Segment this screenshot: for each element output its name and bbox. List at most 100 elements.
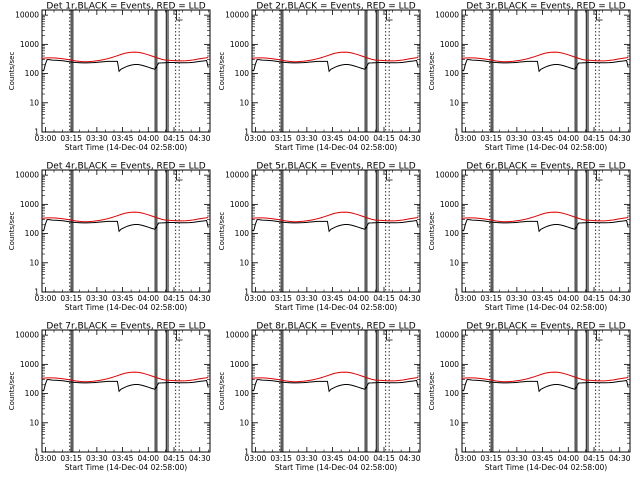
y-tick-label: 10 [449, 258, 459, 267]
y-tick-label: 100 [235, 389, 250, 398]
panel-title: Det 8r,BLACK = Events, RED = LLD [256, 322, 415, 332]
x-axis-label: Start Time (14-Dec-04 02:58:00) [65, 303, 187, 312]
y-tick-label: 10 [239, 258, 249, 267]
x-tick-label: 04:00 [137, 134, 159, 143]
x-tick-label: 04:30 [609, 454, 631, 463]
y-tick-label: 100 [25, 229, 40, 238]
lld-series-line [41, 371, 209, 383]
y-tick-label: 1 [454, 128, 459, 137]
x-tick-label: 03:15 [270, 454, 292, 463]
plot-frame [41, 169, 211, 293]
x-tick-label: 04:30 [399, 454, 421, 463]
x-tick-label: 04:30 [399, 134, 421, 143]
x-tick-label: 04:30 [189, 134, 211, 143]
x-tick-label: 04:15 [163, 134, 185, 143]
panel-title: Det 4r,BLACK = Events, RED = LLD [46, 162, 205, 172]
x-tick-label: 04:00 [347, 294, 369, 303]
step-flag [386, 170, 393, 181]
y-tick-label: 10 [239, 418, 249, 427]
x-tick-label: 03:45 [322, 134, 344, 143]
y-tick-label: 1 [454, 448, 459, 457]
x-tick-label: 03:00 [35, 454, 57, 463]
x-axis-label: Start Time (14-Dec-04 02:58:00) [275, 463, 397, 472]
y-tick-label: 100 [25, 69, 40, 78]
x-tick-label: 03:30 [296, 134, 318, 143]
x-tick-label: 03:00 [245, 454, 267, 463]
x-tick-label: 03:00 [455, 294, 477, 303]
y-tick-label: 10 [449, 98, 459, 107]
events-series-line [41, 379, 209, 393]
y-tick-label: 1000 [20, 200, 39, 209]
y-tick-label: 10000 [435, 331, 459, 340]
x-tick-label: 04:30 [399, 294, 421, 303]
x-tick-label: 03:45 [112, 454, 134, 463]
y-tick-label: 1 [34, 448, 39, 457]
y-tick-label: 1000 [20, 360, 39, 369]
panel-9: Det 9r,BLACK = Events, RED = LLD 1 10 100 10… [428, 322, 631, 473]
x-tick-label: 03:30 [506, 454, 528, 463]
x-tick-label: 03:00 [245, 294, 267, 303]
x-tick-label: 03:00 [245, 134, 267, 143]
y-tick-label: 1000 [230, 360, 249, 369]
panel-6: Det 6r,BLACK = Events, RED = LLD 1 10 100 10… [428, 162, 631, 313]
y-tick-label: 1000 [230, 200, 249, 209]
x-tick-label: 04:00 [557, 294, 579, 303]
y-axis-label: Counts/sec [218, 372, 226, 411]
x-tick-label: 03:45 [322, 454, 344, 463]
x-axis-label: Start Time (14-Dec-04 02:58:00) [485, 303, 607, 312]
panel-title: Det 9r,BLACK = Events, RED = LLD [466, 322, 625, 332]
x-axis-label: Start Time (14-Dec-04 02:58:00) [275, 143, 397, 152]
x-tick-label: 04:30 [189, 294, 211, 303]
x-tick-label: 04:15 [163, 294, 185, 303]
y-tick-label: 10000 [225, 171, 249, 180]
lld-series-line [251, 211, 419, 223]
x-tick-label: 03:45 [532, 134, 554, 143]
events-series-line [461, 59, 629, 73]
plot-frame [251, 9, 421, 133]
x-tick-label: 03:30 [296, 454, 318, 463]
step-flag [386, 330, 393, 341]
y-tick-label: 10 [29, 418, 39, 427]
x-axis-label: Start Time (14-Dec-04 02:58:00) [485, 463, 607, 472]
x-tick-label: 04:15 [163, 454, 185, 463]
x-tick-label: 03:15 [480, 454, 502, 463]
x-tick-label: 03:15 [270, 294, 292, 303]
x-tick-label: 04:15 [583, 134, 605, 143]
events-series-line [461, 219, 629, 233]
panel-title: Det 2r,BLACK = Events, RED = LLD [256, 2, 415, 12]
y-axis-label: Counts/sec [428, 372, 436, 411]
panel-7: Det 7r,BLACK = Events, RED = LLD 1 10 100 10… [8, 322, 211, 473]
panel-title: Det 7r,BLACK = Events, RED = LLD [46, 322, 205, 332]
panel-3: Det 3r,BLACK = Events, RED = LLD 1 10 100 10… [428, 2, 631, 153]
panel-title: Det 6r,BLACK = Events, RED = LLD [466, 162, 625, 172]
x-tick-label: 03:30 [86, 454, 108, 463]
panel-2: Det 2r,BLACK = Events, RED = LLD 1 10 100 10… [218, 2, 421, 153]
y-tick-label: 100 [445, 69, 460, 78]
plot-frame [41, 9, 211, 133]
lld-series-line [251, 371, 419, 383]
y-tick-label: 1000 [230, 40, 249, 49]
lld-series-line [41, 211, 209, 223]
y-tick-label: 1 [34, 128, 39, 137]
x-tick-label: 03:15 [480, 294, 502, 303]
y-tick-label: 1 [454, 288, 459, 297]
y-axis-label: Counts/sec [8, 212, 16, 251]
x-tick-label: 04:15 [373, 294, 395, 303]
lld-series-line [251, 51, 419, 63]
y-tick-label: 10000 [15, 331, 39, 340]
x-tick-label: 04:30 [609, 294, 631, 303]
step-flag [386, 10, 393, 21]
step-flag [176, 330, 183, 341]
y-tick-label: 1 [244, 288, 249, 297]
x-tick-label: 03:00 [35, 294, 57, 303]
y-tick-label: 1 [244, 448, 249, 457]
y-tick-label: 1000 [20, 40, 39, 49]
panel-5: Det 5r,BLACK = Events, RED = LLD 1 10 100 10… [218, 162, 421, 313]
lld-series-line [461, 51, 629, 63]
x-tick-label: 04:15 [373, 134, 395, 143]
x-tick-label: 04:00 [347, 454, 369, 463]
x-tick-label: 04:15 [583, 294, 605, 303]
plot-frame [251, 169, 421, 293]
panel-title: Det 3r,BLACK = Events, RED = LLD [466, 2, 625, 12]
y-tick-label: 10000 [15, 171, 39, 180]
